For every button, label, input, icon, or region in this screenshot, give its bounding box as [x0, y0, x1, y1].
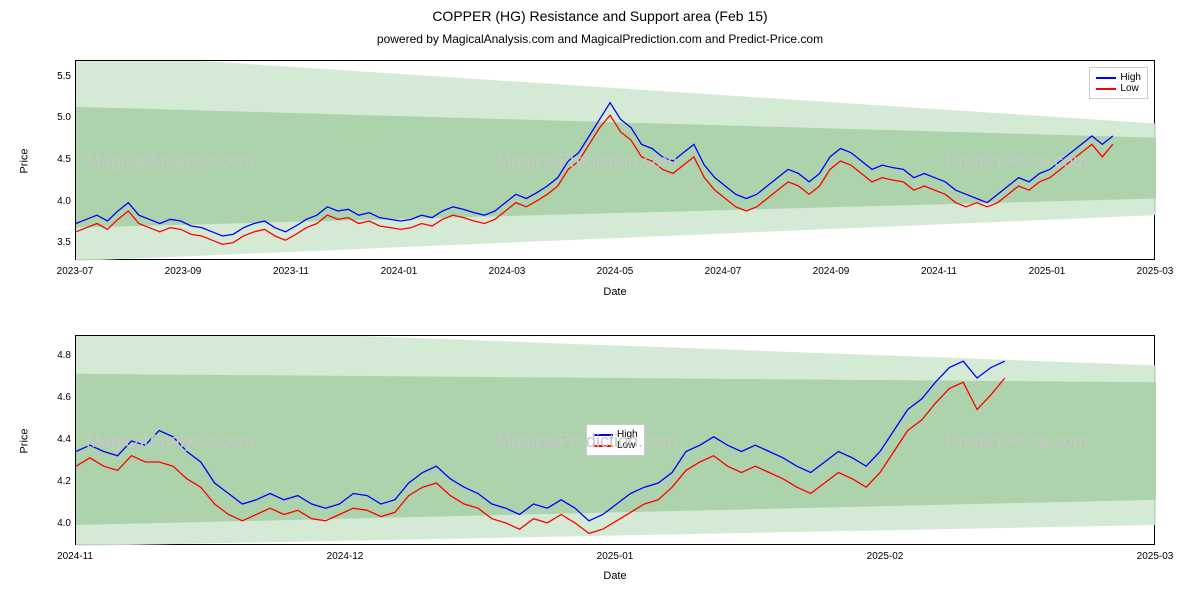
ytick-label: 5.0 — [43, 112, 71, 123]
panel2-plot-area: High Low MagicalAnalysis.com MagicalPred… — [75, 335, 1155, 545]
legend-low-line — [1096, 88, 1116, 90]
legend-high-line — [1096, 77, 1116, 79]
xtick-label: 2025-03 — [1125, 551, 1185, 562]
panel2-ylabel: Price — [19, 428, 31, 453]
panel1-ylabel: Price — [19, 148, 31, 173]
xtick-label: 2024-11 — [909, 266, 969, 277]
legend-item-low: Low — [1096, 83, 1141, 94]
legend-high-line-2 — [593, 434, 613, 436]
chart-suptitle: COPPER (HG) Resistance and Support area … — [0, 8, 1200, 24]
panel1-svg — [76, 61, 1156, 261]
legend-low-label-2: Low — [617, 440, 635, 451]
xtick-label: 2025-03 — [1125, 266, 1185, 277]
ytick-label: 4.0 — [43, 518, 71, 529]
xtick-label: 2024-01 — [369, 266, 429, 277]
legend-high-label: High — [1120, 72, 1141, 83]
legend-low-label: Low — [1120, 83, 1138, 94]
ytick-label: 4.5 — [43, 154, 71, 165]
ytick-label: 4.4 — [43, 434, 71, 445]
xtick-label: 2024-12 — [315, 551, 375, 562]
ytick-label: 4.0 — [43, 196, 71, 207]
xtick-label: 2024-11 — [45, 551, 105, 562]
ytick-label: 3.5 — [43, 237, 71, 248]
panel1-xlabel: Date — [75, 286, 1155, 298]
xtick-label: 2025-02 — [855, 551, 915, 562]
ytick-label: 4.8 — [43, 350, 71, 361]
ytick-label: 4.6 — [43, 392, 71, 403]
ytick-label: 5.5 — [43, 71, 71, 82]
xtick-label: 2025-01 — [585, 551, 645, 562]
xtick-label: 2023-07 — [45, 266, 105, 277]
legend-item-high-2: High — [593, 429, 638, 440]
chart-subtitle: powered by MagicalAnalysis.com and Magic… — [0, 32, 1200, 46]
panel1-legend: High Low — [1089, 67, 1148, 99]
xtick-label: 2023-09 — [153, 266, 213, 277]
legend-item-high: High — [1096, 72, 1141, 83]
panel2-legend: High Low — [586, 424, 645, 456]
xtick-label: 2024-09 — [801, 266, 861, 277]
legend-low-line-2 — [593, 445, 613, 447]
xtick-label: 2023-11 — [261, 266, 321, 277]
xtick-label: 2024-07 — [693, 266, 753, 277]
xtick-label: 2024-03 — [477, 266, 537, 277]
figure: COPPER (HG) Resistance and Support area … — [0, 0, 1200, 600]
xtick-label: 2024-05 — [585, 266, 645, 277]
panel2-xlabel: Date — [75, 570, 1155, 582]
legend-item-low-2: Low — [593, 440, 638, 451]
legend-high-label-2: High — [617, 429, 638, 440]
xtick-label: 2025-01 — [1017, 266, 1077, 277]
panel1-plot-area: High Low MagicalAnalysis.com MagicalPred… — [75, 60, 1155, 260]
ytick-label: 4.2 — [43, 476, 71, 487]
